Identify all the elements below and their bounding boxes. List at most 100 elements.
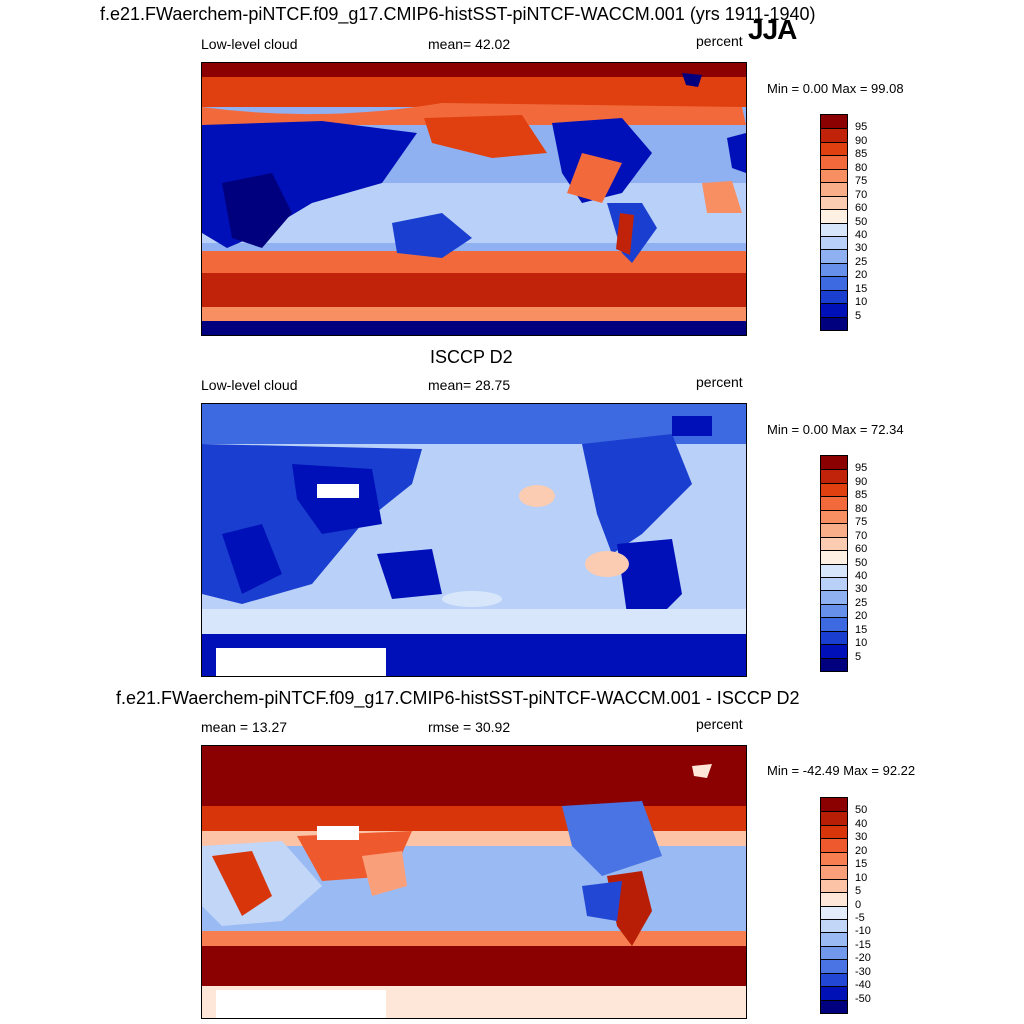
colorbar-tick-label: 40 [855, 817, 868, 830]
panel-obs-minmax: Min = 0.00 Max = 72.34 [767, 422, 904, 437]
obs-cloud-field [202, 404, 746, 676]
colorbar-tick-label: -40 [855, 979, 871, 992]
colorbar-tick-label: 30 [855, 831, 868, 844]
colorbar-swatch [821, 550, 847, 564]
colorbar-tick-label: 25 [855, 596, 868, 609]
colorbar-swatch [821, 851, 847, 866]
colorbar-swatch [821, 115, 847, 129]
colorbar-tick-label: 5 [855, 885, 862, 898]
colorbar-swatch [821, 222, 847, 236]
colorbar-swatch [821, 959, 847, 973]
colorbar-swatch [821, 262, 847, 277]
season-label: JJA [748, 14, 797, 45]
panel-model-mean-label: mean= 42.02 [428, 36, 511, 52]
colorbar-swatch [821, 276, 847, 290]
panel-obs-colorbar [820, 455, 848, 672]
colorbar-swatch [821, 630, 847, 645]
panel-diff-title: f.e21.FWaerchem-piNTCF.f09_g17.CMIP6-his… [116, 688, 800, 708]
colorbar-tick-label: -30 [855, 965, 871, 978]
colorbar-tick-label: 85 [855, 148, 868, 161]
colorbar-tick-label: -50 [855, 992, 871, 1005]
colorbar-swatch [821, 289, 847, 304]
colorbar-swatch [821, 523, 847, 537]
colorbar-tick-label: 30 [855, 242, 868, 255]
panel-diff-colorbar-labels: 50 40 30 20 15 10 5 0 -5 -10 -15 -20 -30 -40 -50 [855, 797, 895, 1012]
colorbar-tick-label: 50 [855, 804, 868, 817]
colorbar-swatch [821, 576, 847, 591]
colorbar-swatch [821, 316, 847, 330]
colorbar-tick-label: 50 [855, 215, 868, 228]
colorbar-tick-label: 15 [855, 623, 868, 636]
panel-obs-mean-label: mean= 28.75 [428, 377, 511, 393]
colorbar-swatch [821, 918, 847, 933]
colorbar-swatch [821, 798, 847, 812]
panel-model-units-label: percent [696, 33, 743, 49]
colorbar-swatch [821, 249, 847, 263]
colorbar-swatch [821, 482, 847, 497]
panel-model-variable-label: Low-level cloud [201, 36, 298, 52]
colorbar-tick-label: 10 [855, 296, 868, 309]
colorbar-tick-label: 20 [855, 269, 868, 282]
panel-obs-units-label: percent [696, 374, 743, 390]
colorbar-swatch [821, 456, 847, 470]
colorbar-tick-label: 75 [855, 516, 868, 529]
colorbar-tick-label: -5 [855, 911, 865, 924]
colorbar-tick-label: 75 [855, 175, 868, 188]
colorbar-tick-label: 95 [855, 462, 868, 475]
panel-obs-colorbar-labels: 95 90 85 80 75 70 60 50 40 30 25 20 15 10 5 [855, 455, 895, 670]
colorbar-swatch [821, 195, 847, 210]
colorbar-tick-label: 90 [855, 475, 868, 488]
colorbar-tick-label: 50 [855, 556, 868, 569]
panel-model-colorbar [820, 114, 848, 331]
panel-obs-title: ISCCP D2 [430, 347, 513, 367]
colorbar-swatch [821, 811, 847, 825]
main-title: f.e21.FWaerchem-piNTCF.f09_g17.CMIP6-his… [100, 4, 816, 24]
colorbar-swatch [821, 617, 847, 631]
panel-diff-mean-label: mean = 13.27 [201, 719, 288, 735]
colorbar-tick-label: 15 [855, 858, 868, 871]
colorbar-tick-label: 15 [855, 282, 868, 295]
colorbar-tick-label: 40 [855, 228, 868, 241]
colorbar-swatch [821, 838, 847, 852]
colorbar-tick-label: 25 [855, 255, 868, 268]
colorbar-tick-label: -10 [855, 925, 871, 938]
colorbar-tick-label: 5 [855, 309, 862, 322]
colorbar-swatch [821, 972, 847, 987]
colorbar-tick-label: 80 [855, 161, 868, 174]
colorbar-tick-label: 10 [855, 871, 868, 884]
colorbar-tick-label: 95 [855, 121, 868, 134]
panel-model-colorbar-labels: 95 90 85 80 75 70 60 50 40 30 25 20 15 10 5 [855, 114, 895, 329]
colorbar-swatch [821, 155, 847, 169]
colorbar-swatch [821, 235, 847, 250]
colorbar-tick-label: 60 [855, 202, 868, 215]
panel-diff-colorbar [820, 797, 848, 1014]
colorbar-tick-label: -15 [855, 938, 871, 951]
colorbar-swatch [821, 182, 847, 196]
colorbar-swatch [821, 509, 847, 524]
colorbar-swatch [821, 986, 847, 1000]
colorbar-swatch [821, 945, 847, 960]
colorbar-swatch [821, 878, 847, 893]
colorbar-swatch [821, 168, 847, 183]
colorbar-swatch [821, 657, 847, 671]
colorbar-tick-label: 5 [855, 650, 862, 663]
colorbar-tick-label: 20 [855, 844, 868, 857]
colorbar-tick-label: 40 [855, 569, 868, 582]
panel-model-minmax: Min = 0.00 Max = 99.08 [767, 81, 904, 96]
diff-cloud-field [202, 746, 746, 1018]
colorbar-swatch [821, 892, 847, 906]
model-cloud-field [202, 63, 746, 335]
colorbar-swatch [821, 303, 847, 317]
colorbar-tick-label: 30 [855, 583, 868, 596]
colorbar-swatch [821, 999, 847, 1013]
colorbar-swatch [821, 128, 847, 142]
colorbar-tick-label: 10 [855, 637, 868, 650]
panel-diff-rmse-label: rmse = 30.92 [428, 719, 511, 735]
colorbar-swatch [821, 141, 847, 156]
colorbar-swatch [821, 603, 847, 618]
colorbar-tick-label: 90 [855, 134, 868, 147]
colorbar-swatch [821, 590, 847, 604]
colorbar-swatch [821, 563, 847, 577]
colorbar-tick-label: 80 [855, 502, 868, 515]
colorbar-tick-label: 70 [855, 529, 868, 542]
